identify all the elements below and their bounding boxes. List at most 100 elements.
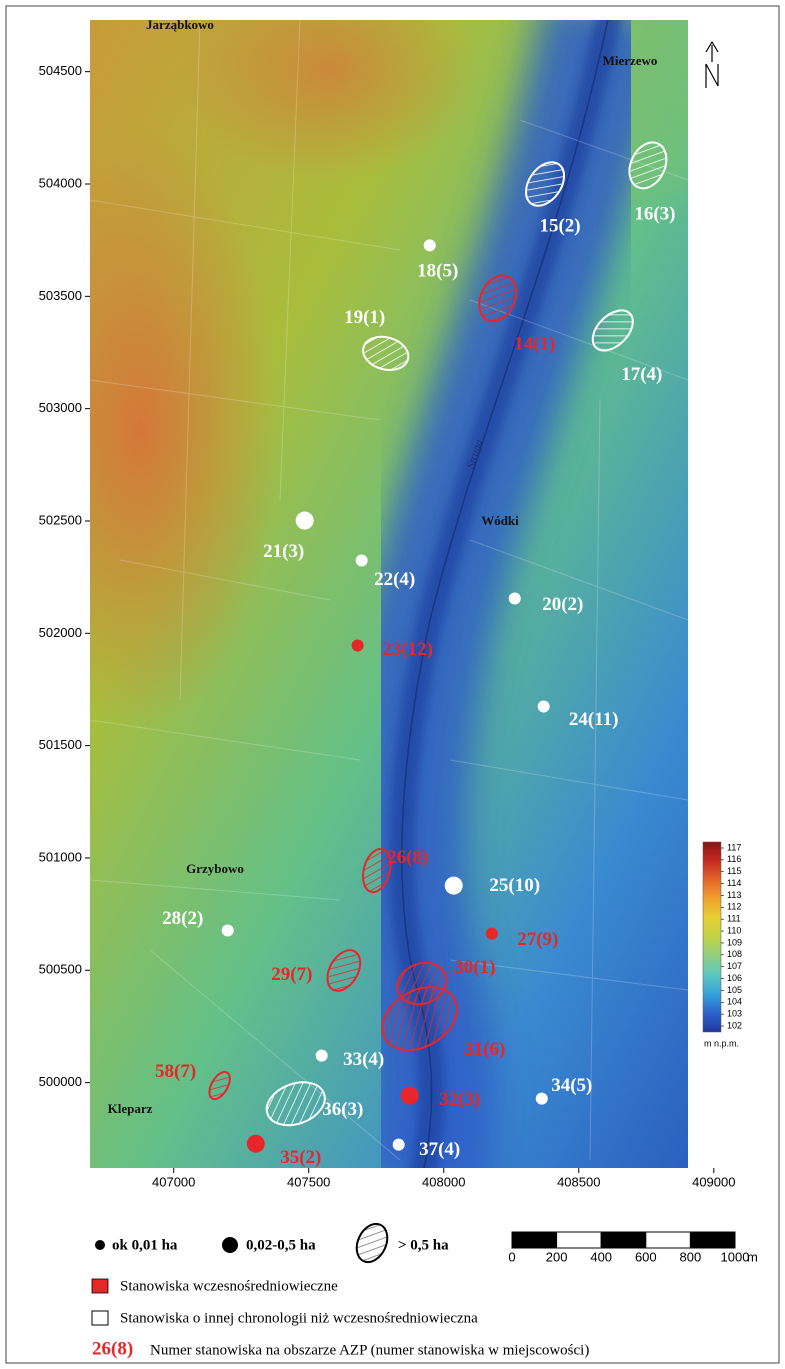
colorbar-tick-label: 110 xyxy=(727,925,741,935)
colorbar-tick-label: 116 xyxy=(727,854,741,864)
colorbar-tick-label: 107 xyxy=(727,961,742,971)
colorbar-tick-label: 113 xyxy=(727,890,741,900)
x-tick-label: 408500 xyxy=(557,1174,600,1189)
y-tick-label: 501000 xyxy=(39,849,82,864)
site-label: 24(11) xyxy=(569,709,619,730)
site-label: 17(4) xyxy=(621,364,662,385)
site-area xyxy=(525,161,566,207)
scalebar-unit: m xyxy=(747,1249,758,1264)
site-label: 16(3) xyxy=(634,204,675,225)
colorbar-tick-label: 115 xyxy=(727,866,741,876)
site-label: 19(1) xyxy=(344,307,385,328)
north-arrow xyxy=(705,40,719,88)
site-label: 27(9) xyxy=(517,929,558,950)
site-point xyxy=(535,1092,548,1105)
site-label: 18(5) xyxy=(417,261,458,282)
site-label: 35(2) xyxy=(280,1147,321,1168)
site-point xyxy=(537,700,550,713)
site-label: 14(1) xyxy=(514,334,555,355)
site-label: 29(7) xyxy=(271,964,312,985)
y-tick-label: 500500 xyxy=(39,962,82,977)
site-point xyxy=(246,1134,265,1153)
site-label: 23(12) xyxy=(382,639,433,660)
site-area xyxy=(591,309,634,352)
colorbar-tick-label: 104 xyxy=(727,997,742,1007)
site-point xyxy=(221,924,234,937)
frame xyxy=(5,5,780,1364)
site-area xyxy=(208,1070,231,1101)
colorbar-unit: m n.p.m. xyxy=(704,1038,739,1048)
scalebar-segment xyxy=(689,1231,736,1249)
site-point xyxy=(392,1138,405,1151)
place-name: Kleparz xyxy=(108,1101,153,1116)
scalebar-segment xyxy=(511,1231,558,1249)
scalebar-label: 800 xyxy=(680,1249,702,1264)
site-label: 36(3) xyxy=(322,1099,363,1120)
colorbar-tick-label: 111 xyxy=(727,914,741,924)
colorbar xyxy=(702,841,722,1033)
site-label: 37(4) xyxy=(419,1139,460,1160)
legend-size: 0,02-0,5 ha xyxy=(246,1237,316,1253)
site-area xyxy=(326,949,362,992)
place-name: Jarząbkowo xyxy=(146,17,214,32)
site-point xyxy=(315,1049,328,1062)
site-point xyxy=(485,927,498,940)
legend-example: 26(8) xyxy=(92,1338,133,1359)
legend-early xyxy=(91,1278,109,1294)
scalebar-segment xyxy=(556,1231,602,1249)
site-point xyxy=(423,239,436,252)
site-label: 21(3) xyxy=(263,541,304,562)
y-tick-label: 500000 xyxy=(39,1074,82,1089)
y-tick-label: 504000 xyxy=(39,175,82,190)
site-point xyxy=(351,639,364,652)
scalebar-segment xyxy=(645,1231,691,1249)
site-label: 30(1) xyxy=(454,957,495,978)
site-area xyxy=(361,848,392,894)
site-area xyxy=(628,141,668,190)
x-tick-label: 407000 xyxy=(152,1174,195,1189)
site-label: 31(6) xyxy=(464,1039,505,1060)
scalebar-label: 1000 xyxy=(721,1249,750,1264)
y-tick-label: 502000 xyxy=(39,625,82,640)
scalebar-label: 0 xyxy=(508,1249,515,1264)
site-label: 22(4) xyxy=(374,569,415,590)
site-point xyxy=(508,592,521,605)
y-tick-label: 504500 xyxy=(39,63,82,78)
site-area xyxy=(381,986,459,1052)
place-name: Mierzewo xyxy=(603,53,658,68)
site-area xyxy=(265,1081,326,1127)
colorbar-tick-label: 103 xyxy=(727,1009,742,1019)
colorbar-tick-label: 109 xyxy=(727,937,742,947)
y-tick-label: 501500 xyxy=(39,737,82,752)
legend-area xyxy=(355,1222,389,1264)
legend-period: Stanowiska wczesnośredniowieczne xyxy=(120,1278,338,1294)
legend-size: ok 0,01 ha xyxy=(112,1237,178,1253)
site-label: 32(3) xyxy=(439,1089,480,1110)
site-label: 28(2) xyxy=(162,908,203,929)
y-tick-label: 503000 xyxy=(39,400,82,415)
terrain xyxy=(90,20,688,1168)
colorbar-tick-label: 102 xyxy=(727,1020,742,1030)
legend-example-text: Numer stanowiska na obszarze AZP (numer … xyxy=(150,1342,589,1358)
x-tick-label: 408000 xyxy=(422,1174,465,1189)
colorbar-tick-label: 106 xyxy=(727,973,742,983)
site-label: 58(7) xyxy=(155,1061,196,1082)
y-tick-label: 502500 xyxy=(39,512,82,527)
legend-period: Stanowiska o innej chronologii niż wczes… xyxy=(120,1310,478,1326)
place-name: Grzybowo xyxy=(186,861,244,876)
colorbar-tick-label: 117 xyxy=(727,842,741,852)
colorbar-tick-label: 108 xyxy=(727,949,742,959)
scalebar-label: 600 xyxy=(635,1249,657,1264)
x-tick-label: 409000 xyxy=(692,1174,735,1189)
site-area xyxy=(362,335,410,371)
site-point xyxy=(295,511,314,530)
colorbar-tick-label: 114 xyxy=(727,878,741,888)
site-point xyxy=(444,876,463,895)
scalebar-segment xyxy=(600,1231,647,1249)
scalebar-label: 200 xyxy=(546,1249,568,1264)
site-label: 25(10) xyxy=(489,875,540,896)
scalebar-label: 400 xyxy=(590,1249,612,1264)
legend-large xyxy=(222,1237,238,1253)
